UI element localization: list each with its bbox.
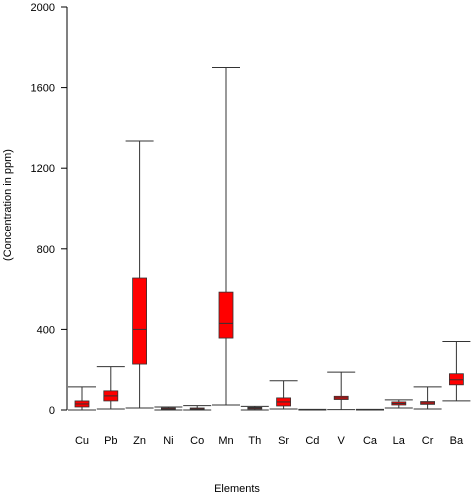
box xyxy=(448,373,464,386)
x-tick-label: Pb xyxy=(104,435,117,447)
x-tick-label: Zn xyxy=(133,435,146,447)
box xyxy=(132,277,148,365)
x-tick-label: Th xyxy=(248,435,261,447)
y-tick-label: 1200 xyxy=(31,163,55,175)
x-tick-label: La xyxy=(393,435,406,447)
x-tick-label: Cu xyxy=(75,435,89,447)
x-tick-label: Co xyxy=(190,435,204,447)
x-tick-label: Cd xyxy=(305,435,319,447)
x-axis-label: Elements xyxy=(214,483,260,495)
y-tick-label: 1600 xyxy=(31,83,55,95)
y-tick-label: 400 xyxy=(37,324,55,336)
y-tick-label: 800 xyxy=(37,244,55,256)
x-tick-label: V xyxy=(338,435,346,447)
x-tick-label: Ba xyxy=(450,435,464,447)
x-tick-label: Sr xyxy=(278,435,289,447)
box xyxy=(218,291,234,339)
y-tick-label: 2000 xyxy=(31,2,55,14)
x-tick-label: Ni xyxy=(163,435,173,447)
x-tick-label: Ca xyxy=(363,435,378,447)
y-tick-label: 0 xyxy=(49,405,55,417)
y-axis-label: (Concentration in ppm) xyxy=(2,149,14,261)
x-tick-label: Cr xyxy=(422,435,434,447)
x-tick-label: Mn xyxy=(218,435,233,447)
